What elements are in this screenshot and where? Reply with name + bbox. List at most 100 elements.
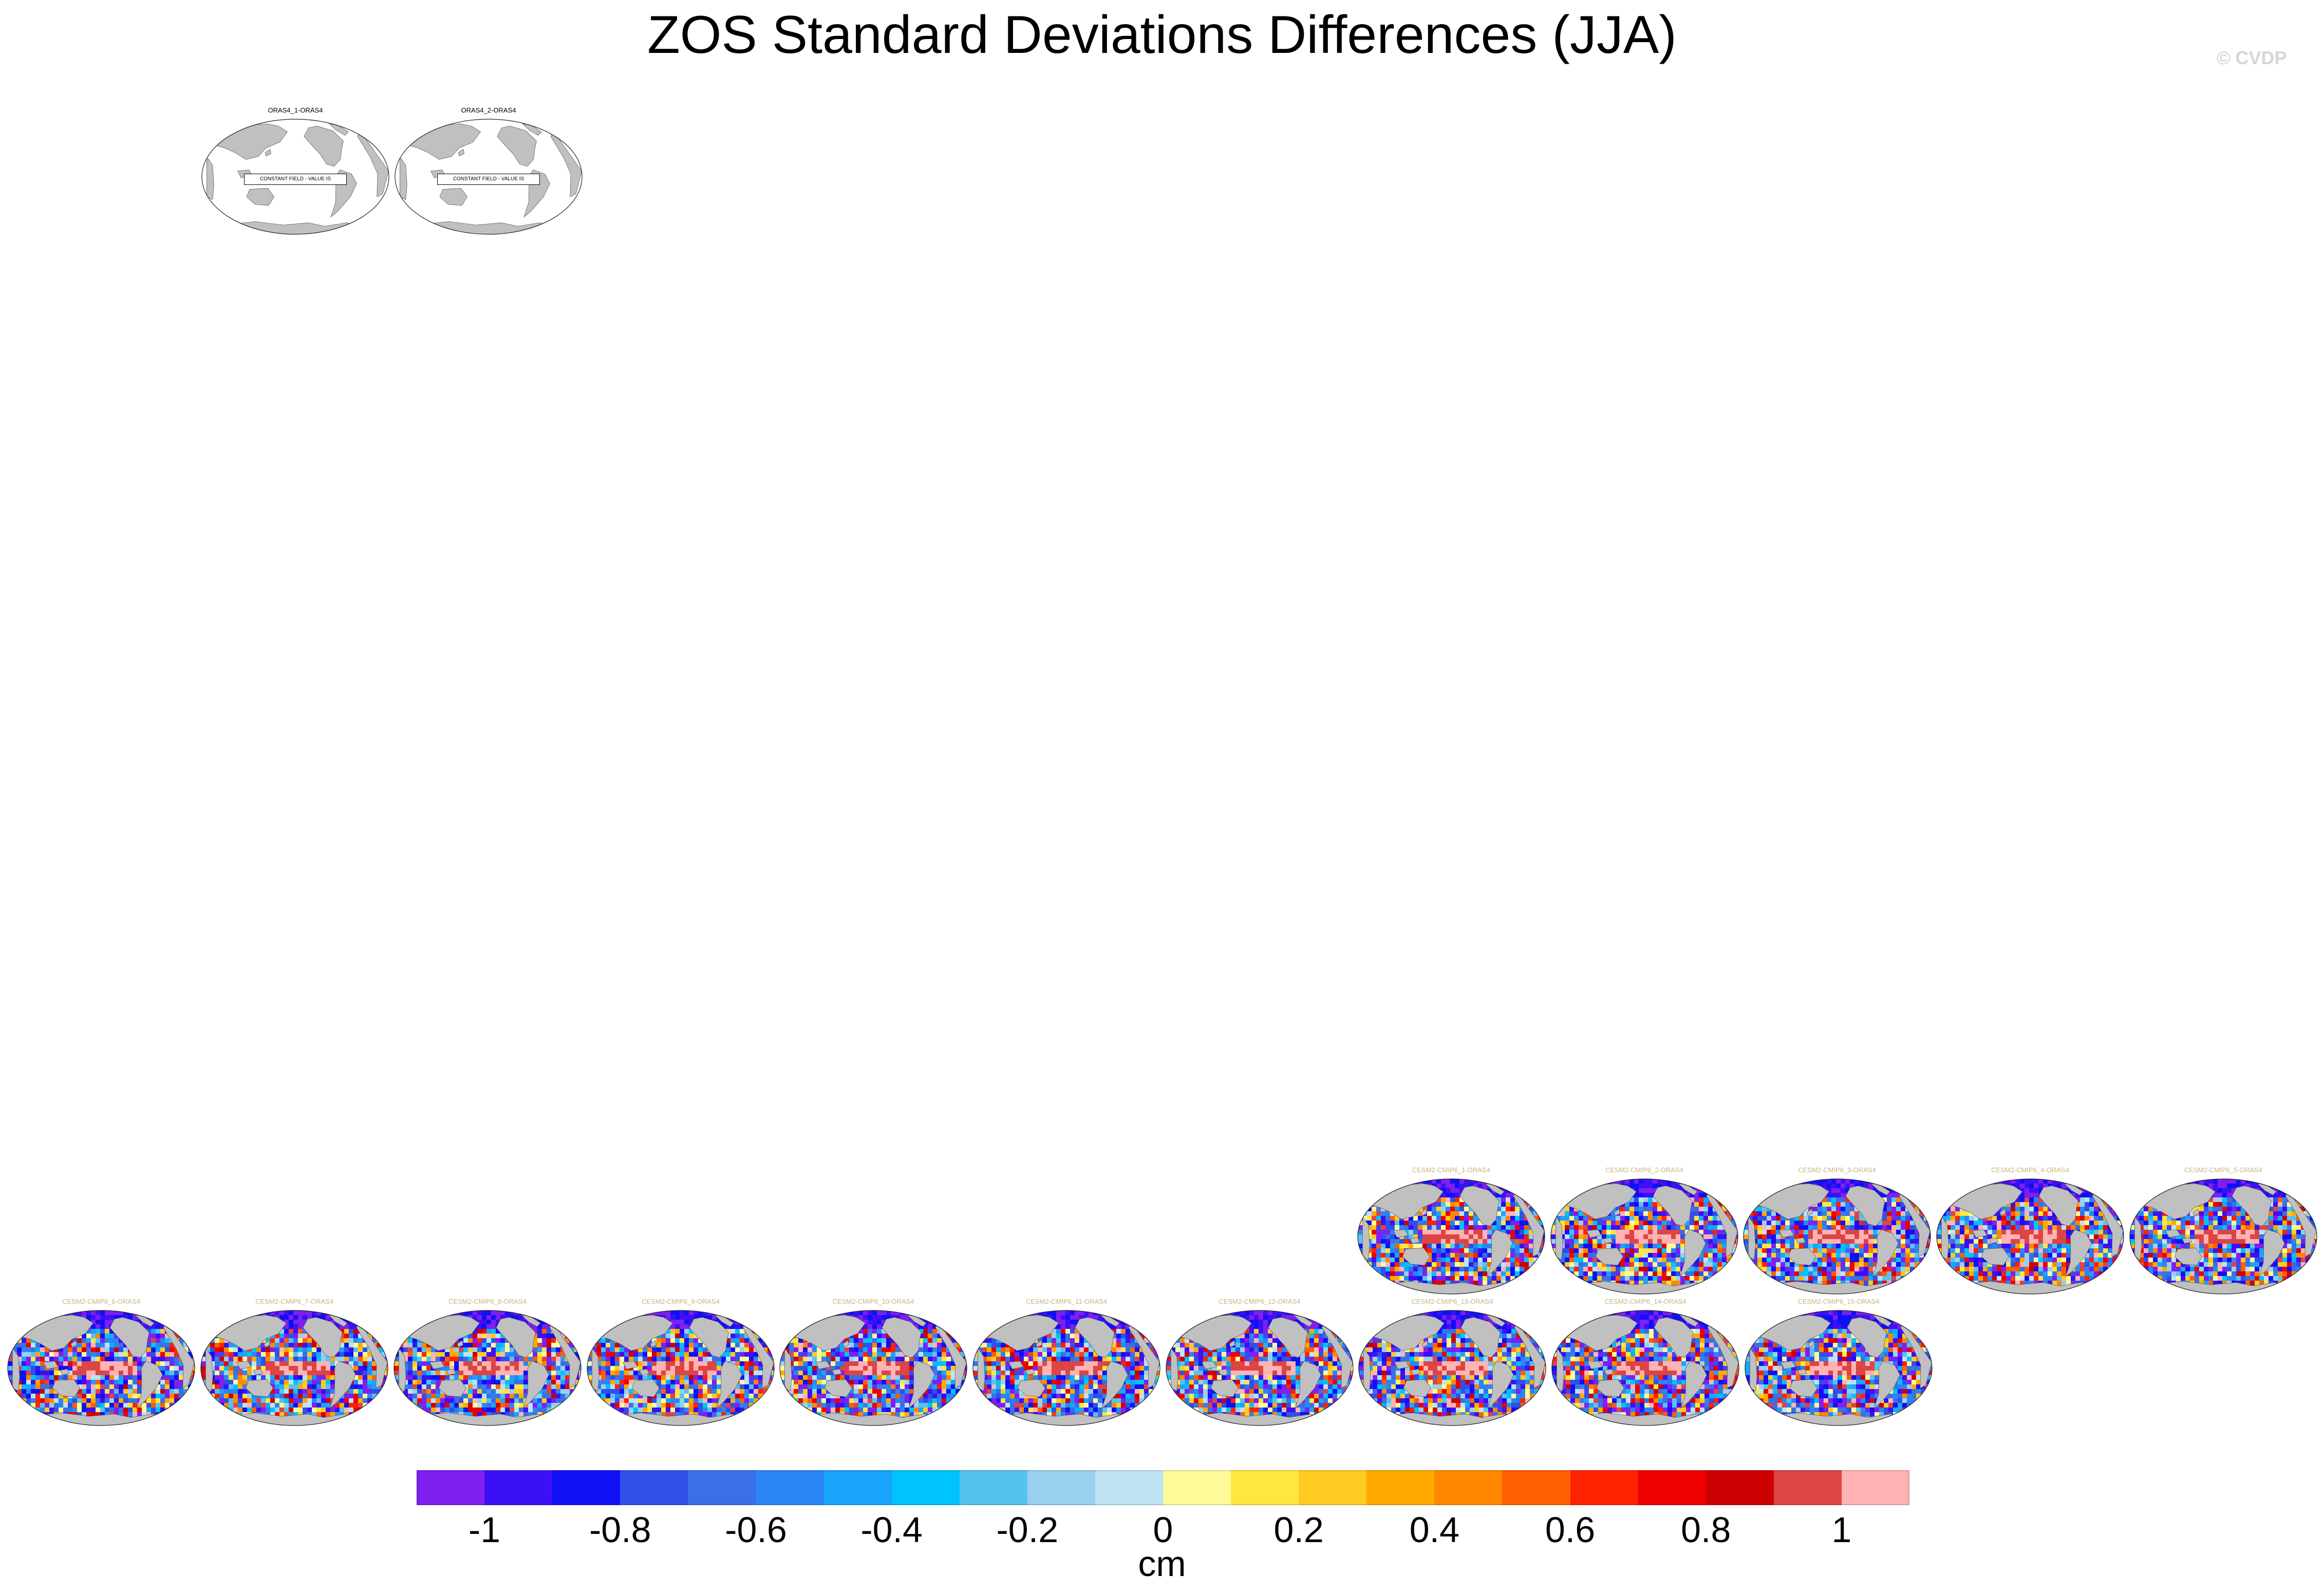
field-cell <box>2066 1188 2071 1193</box>
field-cell <box>1878 1290 1882 1294</box>
field-cell <box>2167 1262 2171 1267</box>
field-cell <box>1757 1207 1762 1211</box>
field-cell <box>1395 1258 1399 1262</box>
map-panel: CESM2-CMIP6_3-ORAS4 <box>1742 1166 1932 1301</box>
field-cell <box>1753 1202 1757 1207</box>
field-cell <box>2001 1244 2006 1248</box>
field-cell <box>2066 1234 2071 1239</box>
field-cell <box>2227 1234 2232 1239</box>
field-cell <box>1565 1179 1569 1184</box>
field-cell <box>2130 1225 2134 1230</box>
field-cell <box>1551 1188 1555 1193</box>
field-cell <box>2273 1211 2278 1216</box>
field-cell <box>2153 1258 2158 1262</box>
field-cell <box>2048 1258 2052 1262</box>
field-cell <box>1496 1221 1501 1225</box>
field-cell <box>1841 1197 1845 1202</box>
field-cell <box>1441 1262 1446 1267</box>
field-cell <box>2232 1179 2236 1184</box>
field-cell <box>2015 1207 2020 1211</box>
field-cell <box>1367 1221 1372 1225</box>
land-mass <box>2065 1229 2092 1278</box>
field-cell <box>2287 1221 2292 1225</box>
field-cell <box>1473 1253 1478 1258</box>
field-cell <box>1473 1248 1478 1253</box>
field-cell <box>1717 1253 1722 1258</box>
field-cell <box>1588 1239 1592 1244</box>
field-cell <box>2117 1202 2122 1207</box>
field-cell <box>1376 1253 1381 1258</box>
field-cell <box>2158 1179 2162 1184</box>
field-cell <box>1790 1179 1794 1184</box>
field-cell <box>1579 1248 1583 1253</box>
field-cell <box>2025 1239 2029 1244</box>
field-cell <box>2278 1179 2282 1184</box>
field-cell <box>1685 1221 1690 1225</box>
field-cell <box>2213 1184 2218 1188</box>
field-cell <box>1620 1221 1625 1225</box>
field-cell <box>1859 1230 1864 1234</box>
field-cell <box>1390 1276 1395 1281</box>
field-cell <box>1757 1290 1762 1294</box>
field-cell <box>1381 1179 1385 1184</box>
field-cell <box>1831 1281 1836 1285</box>
field-cell <box>1441 1211 1446 1216</box>
field-cell <box>1427 1258 1432 1262</box>
field-cell <box>1520 1248 1524 1253</box>
field-cell <box>1662 1216 1666 1221</box>
field-cell <box>1592 1239 1597 1244</box>
field-cell <box>1928 1197 1931 1202</box>
field-cell <box>1657 1267 1662 1271</box>
field-cell <box>2296 1239 2301 1244</box>
field-cell <box>1372 1234 1376 1239</box>
field-cell <box>2038 1276 2043 1281</box>
field-cell <box>2011 1281 2015 1285</box>
field-cell <box>1703 1244 1708 1248</box>
field-cell <box>1427 1216 1432 1221</box>
field-cell <box>1771 1184 1776 1188</box>
field-cell <box>1565 1276 1569 1281</box>
field-cell <box>1520 1267 1524 1271</box>
field-cell <box>2085 1197 2089 1202</box>
field-cell <box>1891 1211 1896 1216</box>
field-cell <box>1606 1216 1611 1221</box>
field-cell <box>1483 1258 1487 1262</box>
field-cell <box>1376 1281 1381 1285</box>
field-cell <box>1822 1230 1827 1234</box>
field-cell <box>1446 1234 1450 1239</box>
field-cell <box>2153 1221 2158 1225</box>
field-cell <box>1404 1290 1409 1294</box>
field-cell <box>2048 1207 2052 1211</box>
field-cell <box>2025 1248 2029 1253</box>
field-cell <box>1520 1188 1524 1193</box>
field-cell <box>1639 1197 1643 1202</box>
field-cell <box>2218 1258 2222 1262</box>
field-cell <box>2162 1179 2167 1184</box>
field-cell <box>2292 1193 2296 1197</box>
field-cell <box>1643 1271 1648 1276</box>
field-cell <box>2112 1271 2117 1276</box>
field-cell <box>1543 1239 1545 1244</box>
field-cell <box>2310 1188 2315 1193</box>
field-cell <box>2181 1179 2185 1184</box>
field-cell <box>2011 1262 2015 1267</box>
field-cell <box>1390 1262 1395 1267</box>
field-cell <box>1399 1276 1404 1281</box>
field-cell <box>1464 1271 1469 1276</box>
field-cell <box>1606 1271 1611 1276</box>
field-cell <box>1785 1239 1790 1244</box>
field-cell <box>2043 1225 2048 1230</box>
field-cell <box>1666 1234 1671 1239</box>
field-cell <box>2306 1184 2310 1188</box>
field-cell <box>1859 1239 1864 1244</box>
field-cell <box>1362 1193 1367 1197</box>
field-cell <box>2029 1276 2034 1281</box>
field-cell <box>1748 1276 1753 1281</box>
field-cell <box>1579 1184 1583 1188</box>
field-cell <box>2075 1271 2080 1276</box>
field-cell <box>1915 1281 1919 1285</box>
field-cell <box>1643 1244 1648 1248</box>
field-cell <box>1592 1225 1597 1230</box>
field-cell <box>1762 1211 1767 1216</box>
field-cell <box>1873 1234 1878 1239</box>
